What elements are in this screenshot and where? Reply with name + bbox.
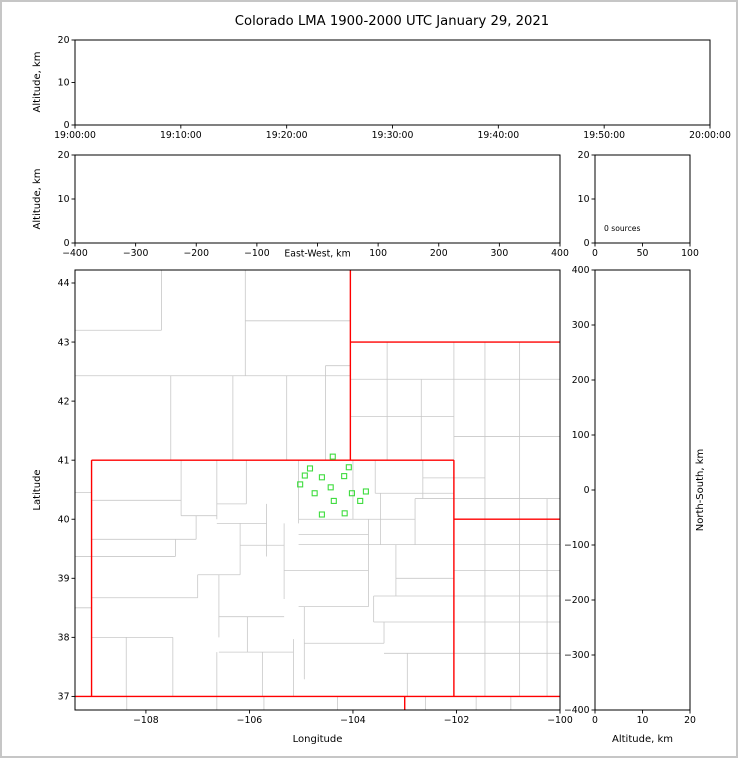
lma-station-marker: [301, 472, 308, 479]
y-axis-label-ns-panel: North-South, km: [695, 449, 706, 532]
lma-station-marker: [318, 511, 325, 518]
x-tick-label: 0: [592, 715, 598, 726]
y-axis-label-ew-panel: Altitude, km: [32, 169, 43, 230]
y-tick-label: 39: [58, 573, 70, 584]
source-count-annotation: 0 sources: [604, 224, 640, 233]
x-tick-label: 400: [551, 248, 569, 259]
lma-station-marker: [311, 490, 318, 497]
x-tick-label: 20:00:00: [689, 130, 731, 141]
x-tick-label: −100: [547, 715, 573, 726]
x-tick-label: 100: [369, 248, 387, 259]
panel-ns_height: 0 10 20 −400 −300 −200 −100 0 100 200 300 400: [564, 265, 696, 726]
panel-ew_height: −400 −300 −200 −100 100 200 300 400 0 10 20: [58, 150, 569, 259]
y-tick-label: 41: [58, 455, 70, 466]
y-tick-label: 43: [58, 337, 70, 348]
y-tick-label: 400: [572, 265, 590, 276]
x-tick-label: −100: [244, 248, 270, 259]
panel-frame: [594, 269, 691, 711]
lma-station-marker: [306, 465, 314, 472]
x-tick-label: 19:10:00: [160, 130, 202, 141]
y-axis-label-map: Latitude: [32, 469, 43, 510]
x-tick-label: 300: [491, 248, 509, 259]
x-tick-label: 10: [637, 715, 649, 726]
y-tick-label: 300: [572, 320, 590, 331]
x-axis-label-map: Longitude: [293, 734, 343, 745]
panels-group: 19:00:00 19:10:00 19:20:00 19:30:00 19:40:00…: [54, 35, 731, 726]
x-tick-label: 100: [681, 248, 699, 259]
figure-title: Colorado LMA 1900-2000 UTC January 29, 2…: [235, 14, 549, 29]
x-tick-label: 0: [592, 248, 598, 259]
panel-frame: [74, 39, 711, 126]
y-tick-label: 0: [584, 485, 590, 496]
panel-frame: [74, 154, 561, 244]
panel-time_height: 19:00:00 19:10:00 19:20:00 19:30:00 19:40:00…: [54, 35, 731, 141]
y-tick-label: 42: [58, 396, 70, 407]
x-tick-label: −106: [237, 715, 263, 726]
x-tick-label: −102: [444, 715, 470, 726]
y-axis-label-time-panel: Altitude, km: [32, 52, 43, 113]
y-tick-label: 100: [572, 430, 590, 441]
x-tick-label: 50: [637, 248, 649, 259]
x-tick-label: 20: [684, 715, 696, 726]
x-tick-label: 200: [430, 248, 448, 259]
x-tick-label: −104: [340, 715, 366, 726]
y-tick-label: −300: [564, 650, 590, 661]
y-tick-label: 0: [64, 120, 70, 131]
y-tick-label: 20: [58, 35, 70, 46]
y-tick-label: 10: [58, 78, 70, 89]
x-tick-label: −200: [183, 248, 209, 259]
y-tick-label: −200: [564, 595, 590, 606]
x-tick-label: 19:20:00: [266, 130, 308, 141]
x-tick-label: 19:50:00: [583, 130, 625, 141]
y-tick-label: 40: [58, 514, 70, 525]
lma-station-marker: [330, 497, 337, 504]
y-tick-label: 37: [58, 692, 70, 703]
x-axis-label-ns-panel: Altitude, km: [612, 734, 673, 745]
panel-frame: [74, 269, 561, 711]
y-tick-label: 0: [584, 238, 590, 249]
x-tick-label: 19:30:00: [372, 130, 414, 141]
y-tick-label: 44: [58, 278, 70, 289]
lma-station-marker: [297, 481, 304, 488]
y-tick-label: −400: [564, 705, 590, 716]
y-tick-label: −100: [564, 540, 590, 551]
lma-station-marker: [341, 510, 348, 517]
y-tick-label: 20: [578, 150, 590, 161]
lma-station-marker: [327, 484, 334, 491]
x-tick-label: −400: [62, 248, 88, 259]
x-tick-label: 19:40:00: [477, 130, 519, 141]
y-tick-label: 10: [58, 194, 70, 205]
x-axis-label-ew-panel: East-West, km: [284, 249, 350, 260]
y-tick-label: 200: [572, 375, 590, 386]
y-tick-label: 0: [64, 238, 70, 249]
lma-station-marker: [341, 473, 348, 480]
y-tick-label: 20: [58, 150, 70, 161]
lma-station-marker: [357, 497, 364, 504]
lma-station-marker: [362, 488, 369, 495]
x-tick-label: 19:00:00: [54, 130, 96, 141]
panel-map: −108 −106 −104 −102 −100 37 38 39 40 41 42 43 44: [58, 269, 573, 726]
lma-station-marker: [318, 474, 325, 481]
x-tick-label: −108: [133, 715, 159, 726]
y-tick-label: 10: [578, 194, 590, 205]
lma-station-marker: [348, 490, 355, 497]
lma-station-marker: [329, 453, 336, 460]
panel-src_hist: 0 50 100 0 10 20: [578, 150, 699, 259]
y-tick-label: 38: [58, 633, 70, 644]
x-tick-label: −300: [123, 248, 149, 259]
lma-station-marker: [345, 464, 352, 471]
